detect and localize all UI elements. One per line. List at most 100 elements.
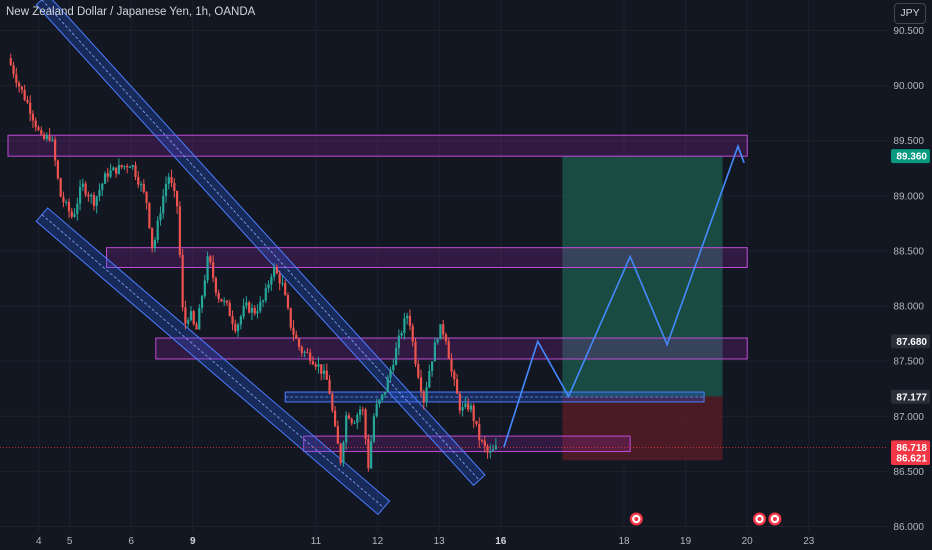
y-tick-label: 88.500 (893, 246, 924, 257)
x-tick-label: 19 (680, 536, 692, 547)
candle-body (162, 195, 165, 214)
candle-body (417, 364, 420, 378)
candle-body (267, 284, 270, 289)
event-marker (753, 512, 767, 526)
candle-body (394, 348, 398, 365)
y-tick-label: 87.500 (893, 357, 924, 368)
price-badge: 86.621 (891, 451, 930, 466)
candle-body (148, 202, 151, 228)
candle-body (128, 166, 132, 168)
candle-body (389, 370, 392, 378)
y-tick-label: 89.500 (893, 136, 924, 147)
event-marker (629, 512, 643, 526)
candle-body (37, 127, 40, 130)
candle-body (419, 377, 423, 392)
candle-body (225, 300, 229, 303)
candle-body (242, 305, 245, 317)
candle-body (261, 300, 265, 302)
y-tick-label: 89.000 (893, 191, 924, 202)
candle-body (370, 441, 373, 469)
projection-path (503, 143, 745, 448)
candle-body (29, 102, 32, 114)
candle-body (54, 139, 57, 161)
candle-body (34, 120, 37, 128)
candle-body (278, 273, 281, 284)
trend-channel-mid (41, 214, 385, 509)
candle-body (98, 190, 101, 197)
x-tick-label: 16 (495, 536, 507, 547)
candle-body (320, 364, 323, 374)
event-marker (768, 512, 782, 526)
candle-body (472, 405, 475, 421)
candle-body (339, 443, 342, 463)
candle-body (26, 99, 29, 103)
candle-body (212, 262, 215, 278)
candle-body (306, 351, 309, 353)
candle-body (56, 160, 59, 179)
candle-body (333, 410, 337, 427)
candle-body (383, 391, 387, 395)
candle-body (92, 194, 96, 206)
candle-body (342, 442, 345, 463)
x-tick-label: 11 (311, 536, 322, 547)
candle-body (153, 239, 157, 248)
candle-body (428, 371, 431, 388)
candle-body (367, 438, 370, 469)
candle-body (353, 422, 356, 424)
candle-body (189, 311, 193, 321)
x-tick-label: 4 (36, 536, 42, 547)
trend-channel (35, 0, 486, 487)
candle-body (84, 183, 87, 195)
currency-button[interactable]: JPY (894, 3, 926, 24)
candle-body (78, 186, 82, 204)
y-tick-label: 86.000 (893, 522, 924, 533)
candle-body (214, 277, 217, 293)
candle-body (164, 183, 168, 196)
candle-body (286, 295, 290, 309)
candle-body (95, 196, 98, 206)
candle-body (203, 280, 206, 297)
candle-body (444, 334, 448, 342)
candle-body (442, 324, 445, 335)
candle-body (103, 173, 107, 184)
candle-body (256, 311, 259, 314)
candle-body (170, 176, 173, 184)
candle-body (151, 227, 154, 248)
candle-body (239, 316, 242, 325)
candle-body (375, 404, 378, 417)
candle-body (300, 346, 303, 353)
candle-body (453, 371, 456, 380)
y-tick-label: 90.000 (893, 81, 924, 92)
candle-body (40, 129, 43, 135)
candle-body (297, 338, 301, 347)
stop-area (562, 396, 723, 461)
price-badge: 87.177 (891, 389, 930, 404)
candle-body (322, 370, 326, 374)
candle-body (65, 201, 68, 203)
candle-body (87, 194, 90, 197)
candle-body (436, 339, 439, 343)
candle-body (195, 324, 198, 330)
candle-body (478, 423, 481, 441)
candle-body (70, 211, 73, 217)
candle-body (483, 440, 486, 447)
candle-body (336, 426, 339, 444)
candle-body (156, 220, 159, 240)
price-badge-label: 86.621 (896, 454, 927, 465)
candle-body (467, 403, 470, 410)
candle-body (181, 254, 184, 308)
candle-body (106, 173, 109, 177)
candle-body (115, 167, 118, 174)
candle-body (431, 361, 434, 372)
candle-body (31, 113, 35, 121)
candle-body (314, 364, 317, 367)
candle-body (73, 213, 76, 217)
candle-body (139, 184, 143, 186)
candle-body (400, 333, 403, 336)
candle-body (145, 191, 148, 203)
candle-body (81, 183, 84, 187)
candle-body (364, 409, 367, 439)
candle-body (414, 341, 417, 365)
candle-body (425, 387, 428, 403)
